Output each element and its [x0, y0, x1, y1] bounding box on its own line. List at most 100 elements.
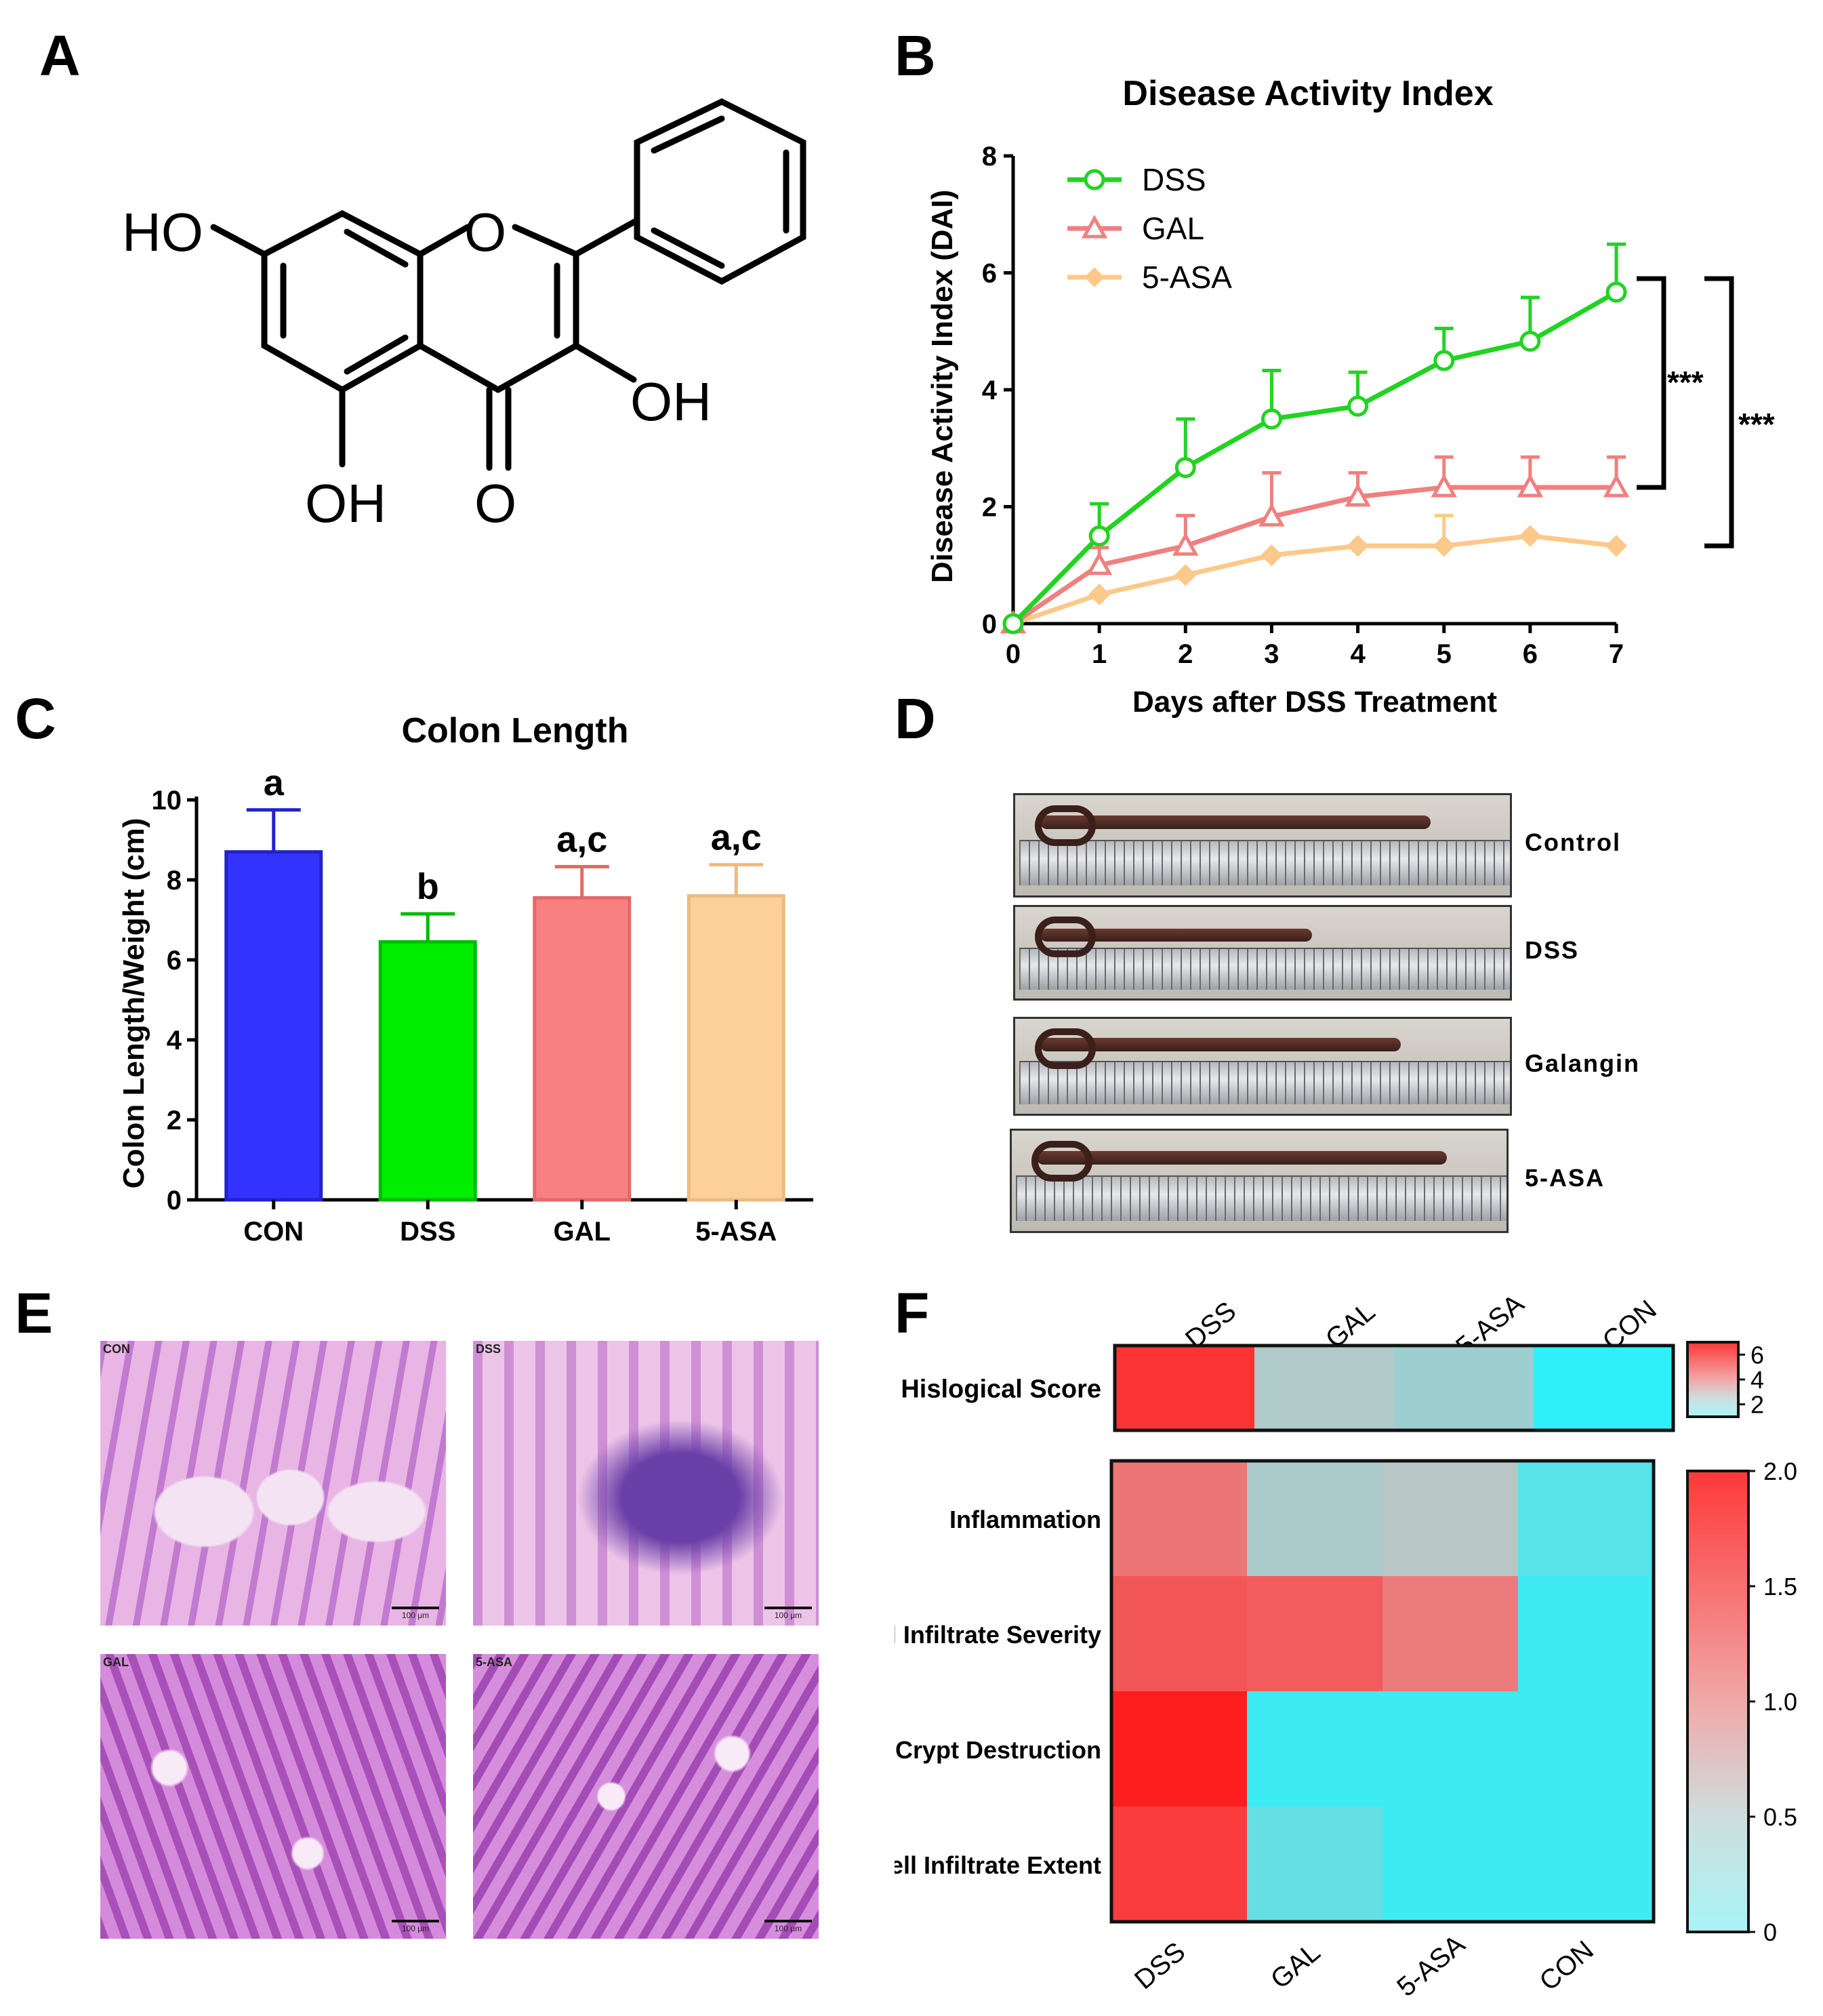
scale-bar: 100 μm — [392, 1607, 439, 1620]
chart-b-point — [1605, 281, 1627, 303]
heatmap-top-colorbar-label: 2 — [1750, 1391, 1764, 1419]
chart-b-point — [1519, 330, 1541, 352]
histology-image-gal: GAL 100 μm — [100, 1654, 446, 1939]
colon-tissue — [1040, 929, 1312, 942]
colon-photo-dss — [1013, 905, 1512, 1001]
chart-c-ytick-label: 10 — [152, 786, 182, 815]
chart-b-legend-label: 5-ASA — [1142, 260, 1232, 295]
ruler — [1019, 948, 1510, 990]
heatmap-bottom-column-label: DSS — [1129, 1937, 1191, 1996]
carbonyl-oxygen-label: O — [474, 473, 516, 533]
chart-b-point — [1086, 551, 1113, 576]
scale-bar-line — [764, 1920, 812, 1922]
chart-b-point — [1603, 473, 1630, 498]
scale-bar: 100 μm — [764, 1607, 812, 1620]
chart-c-ytick-label: 6 — [167, 946, 182, 975]
heatmap-cell — [1518, 1461, 1654, 1576]
heatmap-cell — [1111, 1576, 1247, 1691]
chart-b-ytick-label: 2 — [982, 493, 997, 523]
ring-oxygen-label: O — [464, 202, 506, 262]
heatmap-top-cell — [1115, 1346, 1254, 1430]
heatmap-row-label: Crypt Destruction — [895, 1736, 1101, 1764]
chart-b-point — [1172, 532, 1199, 556]
chart-c: 0 2 4 6 8 10 CON a DSS b GAL a,c 5-ASA a,c Colon Leng… — [117, 763, 813, 1247]
chart-b-legend-label: DSS — [1142, 162, 1206, 197]
chart-b-series-line-5-asa — [1012, 533, 1617, 626]
chart-b-ytick-label: 6 — [982, 259, 997, 289]
ruler — [1019, 1061, 1510, 1104]
colon-tissue — [1040, 1038, 1401, 1051]
chart-b-xtick-label: 6 — [1523, 639, 1538, 669]
chart-b-xtick-label: 5 — [1437, 639, 1452, 669]
colon-cecum — [1035, 805, 1097, 846]
histology-label: CON — [103, 1342, 130, 1356]
colon-photo-label: 5-ASA — [1525, 1164, 1605, 1192]
heatmap-bottom-colorbar-label: 2.0 — [1763, 1457, 1797, 1485]
panel-letter-b: B — [895, 24, 936, 87]
chart-b-title: Disease Activity Index — [1122, 74, 1494, 113]
chart-b-point — [1002, 613, 1024, 634]
chart-b-xtick-label: 2 — [1178, 639, 1193, 669]
chart-b-legend-marker — [1081, 214, 1108, 239]
heatmap-bottom-colorbar-label: 1.5 — [1763, 1573, 1797, 1600]
chart-c-ytick-label: 0 — [167, 1186, 182, 1215]
heatmap-top-cell — [1394, 1346, 1534, 1430]
panel-letter-d: D — [895, 687, 936, 750]
scale-bar-label: 100 μm — [774, 1924, 802, 1933]
colon-photo-label: Control — [1525, 828, 1621, 856]
chart-b-legend-marker — [1084, 267, 1105, 287]
chart-b-series-line-gal — [1012, 485, 1616, 626]
chart-b-ytick-label: 8 — [982, 142, 997, 172]
chart-b-xtick-label: 4 — [1350, 639, 1366, 669]
chart-b-xtick-label: 3 — [1264, 639, 1279, 669]
heatmap-top-cell — [1254, 1346, 1394, 1430]
colon-photo-galangin — [1013, 1017, 1512, 1116]
heatmap-cell — [1247, 1576, 1382, 1691]
ho-label: HO — [122, 202, 203, 262]
scale-bar-line — [392, 1607, 439, 1609]
colon-photo-label: DSS — [1525, 935, 1580, 964]
heatmap-row-label: Hislogical Score — [901, 1375, 1101, 1404]
galangin-structure: HO O OH OH O — [122, 98, 806, 533]
chart-c-xtick-label: GAL — [554, 1217, 611, 1247]
histology-label: 5-ASA — [476, 1655, 513, 1669]
chart-b-point — [1347, 395, 1369, 417]
heatmap-bottom-colorbar-label: 1.0 — [1763, 1688, 1797, 1716]
chart-b-significance-label: *** — [1667, 365, 1704, 400]
heatmap-bottom-colorbar-label: 0 — [1763, 1918, 1777, 1946]
histology-image-5-asa: 5-ASA 100 μm — [473, 1654, 819, 1939]
chart-b-point — [1174, 457, 1196, 479]
heatmap-row-label: Inflammation — [949, 1506, 1101, 1533]
heatmap-cell — [1247, 1807, 1382, 1922]
colon-tissue — [1036, 1150, 1448, 1165]
heatmap-cell — [1247, 1461, 1382, 1576]
ruler — [1016, 1175, 1507, 1222]
chart-b-point — [1431, 473, 1457, 498]
heatmap-top-colorbar — [1686, 1341, 1740, 1418]
chart-b-legend-marker — [1084, 169, 1105, 190]
panel-letter-e: E — [15, 1281, 54, 1345]
chart-c-significance-letter: b — [417, 866, 439, 907]
chart-b-point — [1261, 408, 1282, 430]
heatmap-bottom-column-label: 5-ASA — [1391, 1929, 1471, 2002]
heatmap-top-colorbar-label: 4 — [1750, 1366, 1764, 1394]
chart-c-ylabel: Colon Length/Weight (cm) — [117, 818, 150, 1189]
heatmap-cell — [1382, 1461, 1518, 1576]
histology-image-con: CON 100 μm — [100, 1341, 446, 1626]
heatmap-top-cell — [1534, 1346, 1673, 1430]
chart-c-significance-letter: a,c — [711, 818, 762, 858]
chart-c-ytick-label: 4 — [167, 1026, 182, 1055]
heatmap-row-label: Cell Infiltrate Severity — [895, 1621, 1101, 1649]
heatmap-bottom-colorbar — [1686, 1470, 1750, 1933]
heatmap-bottom-frame — [1109, 1459, 1656, 1924]
chart-c-significance-letter: a — [264, 763, 285, 803]
scale-bar-line — [392, 1920, 439, 1922]
panel-letter-c: C — [15, 687, 56, 750]
colon-photo-label: Galangin — [1525, 1049, 1641, 1077]
heatmap-cell — [1518, 1576, 1654, 1691]
scale-bar-label: 100 μm — [401, 1611, 430, 1620]
heatmap-cell — [1382, 1807, 1518, 1922]
heatmap-bottom-column-label: GAL — [1265, 1937, 1326, 1994]
heatmap-cell — [1111, 1461, 1247, 1576]
scale-bar-label: 100 μm — [401, 1924, 430, 1933]
